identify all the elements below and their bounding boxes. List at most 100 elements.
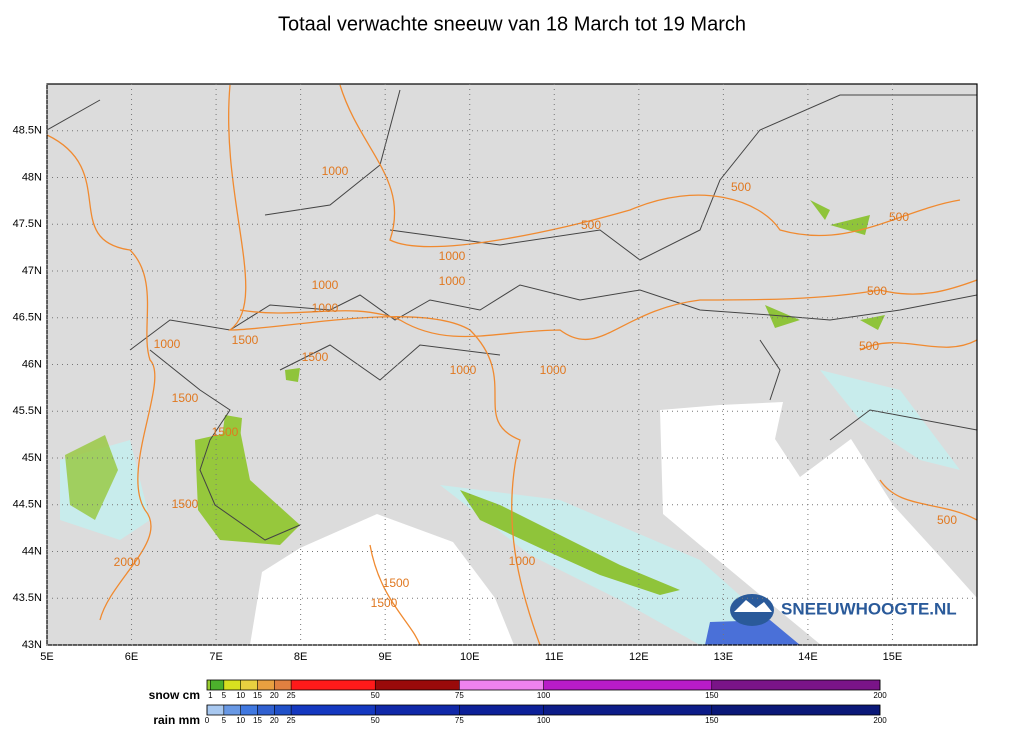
sea	[250, 514, 514, 645]
contour-label: 1000	[312, 301, 339, 315]
x-tick-label: 6E	[125, 651, 138, 663]
legend-swatch	[274, 680, 292, 690]
contour-label: 1500	[172, 497, 199, 511]
snow-area	[65, 435, 118, 520]
y-tick-label: 44.5N	[13, 499, 42, 511]
legend-swatch	[543, 705, 712, 715]
legend-tick-label: 50	[371, 716, 380, 725]
legend-tick-label: 10	[236, 691, 245, 700]
contour-label: 1000	[322, 164, 349, 178]
y-tick-label: 48N	[22, 171, 42, 183]
legend-swatch	[257, 680, 275, 690]
x-tick-label: 9E	[378, 651, 391, 663]
contour-label: 500	[937, 513, 957, 527]
snow-area	[460, 490, 680, 595]
legend-swatch	[223, 680, 241, 690]
contour-label: 500	[859, 339, 879, 353]
legend-tick-label: 200	[873, 716, 887, 725]
legend-swatch	[375, 705, 460, 715]
y-tick-label: 44N	[22, 545, 42, 557]
legend-swatch	[210, 680, 224, 690]
x-tick-label: 12E	[629, 651, 649, 663]
legend-tick-label: 50	[371, 691, 380, 700]
legend-swatch	[291, 705, 376, 715]
legend-swatch	[240, 705, 258, 715]
contour-labels: 1000 500 500 500 1000 1000 1000 1000 500…	[114, 164, 958, 610]
legend-tick-label: 1	[208, 691, 213, 700]
legend-swatch	[711, 705, 880, 715]
legend-swatch	[291, 680, 376, 690]
legend-label: rain mm	[153, 713, 200, 727]
contour-label: 500	[889, 210, 909, 224]
legend-tick-label: 20	[270, 716, 279, 725]
title: Totaal verwachte sneeuw van 18 March tot…	[278, 13, 746, 35]
x-tick-label: 5E	[40, 651, 53, 663]
legend-swatch	[207, 705, 224, 715]
legend-swatch	[274, 705, 292, 715]
contour-label: 1000	[312, 278, 339, 292]
x-tick-label: 15E	[883, 651, 903, 663]
legend-tick-label: 20	[270, 691, 279, 700]
rain-area	[705, 620, 800, 645]
logo-icon	[734, 600, 772, 612]
legend-swatch	[257, 705, 275, 715]
contour-label: 1500	[302, 350, 329, 364]
legend-tick-label: 10	[236, 716, 245, 725]
legend-swatch	[375, 680, 460, 690]
contour-label: 1500	[371, 596, 398, 610]
contour-label: 1500	[212, 425, 239, 439]
border	[47, 89, 977, 541]
contour-label: 1500	[232, 333, 259, 347]
legend-tick-label: 150	[705, 716, 719, 725]
y-tick-label: 45.5N	[13, 405, 42, 417]
legend-swatch	[240, 680, 258, 690]
contour-label: 500	[581, 218, 601, 232]
legend-tick-label: 150	[705, 691, 719, 700]
legend-swatch	[459, 680, 544, 690]
y-tick-label: 46.5N	[13, 312, 42, 324]
contour-label: 1000	[540, 363, 567, 377]
legend-tick-label: 100	[537, 716, 551, 725]
x-tick-label: 7E	[209, 651, 222, 663]
contour-label: 2000	[114, 555, 141, 569]
y-tick-label: 46N	[22, 358, 42, 370]
y-tick-label: 48.5N	[13, 125, 42, 137]
legend-tick-label: 0	[205, 716, 210, 725]
legend-tick-label: 200	[873, 691, 887, 700]
x-tick-label: 10E	[460, 651, 480, 663]
y-tick-label: 43.5N	[13, 592, 42, 604]
snow-area	[195, 430, 300, 545]
logo-text: SNEEUWHOOGTE.NL	[781, 599, 957, 618]
x-tick-label: 8E	[294, 651, 307, 663]
legend-tick-label: 5	[222, 691, 227, 700]
contour-label: 1000	[509, 554, 536, 568]
legend-tick-label: 5	[222, 716, 227, 725]
x-tick-label: 13E	[714, 651, 734, 663]
sea	[660, 402, 977, 645]
logo: SNEEUWHOOGTE.NL	[730, 594, 957, 626]
contour-label: 1000	[154, 337, 181, 351]
legend-swatch	[459, 705, 544, 715]
y-tick-label: 45N	[22, 452, 42, 464]
rain-area	[820, 370, 960, 470]
contour-label: 1000	[439, 249, 466, 263]
legend-tick-label: 75	[455, 691, 464, 700]
legend-tick-label: 100	[537, 691, 551, 700]
legend-tick-label: 15	[253, 691, 262, 700]
legend-tick-label: 25	[287, 691, 296, 700]
contour-label: 500	[731, 180, 751, 194]
legend-swatch	[711, 680, 880, 690]
legend-label: snow cm	[149, 688, 200, 702]
contour-label: 1000	[439, 274, 466, 288]
contour-label: 500	[867, 284, 887, 298]
contour-label: 1500	[383, 576, 410, 590]
y-tick-label: 47.5N	[13, 218, 42, 230]
legend-tick-label: 15	[253, 716, 262, 725]
legend-tick-label: 75	[455, 716, 464, 725]
legend-swatch	[223, 705, 241, 715]
contour-label: 1000	[450, 363, 477, 377]
y-tick-label: 47N	[22, 265, 42, 277]
snow-area	[222, 415, 242, 440]
y-tick-label: 43N	[22, 639, 42, 651]
